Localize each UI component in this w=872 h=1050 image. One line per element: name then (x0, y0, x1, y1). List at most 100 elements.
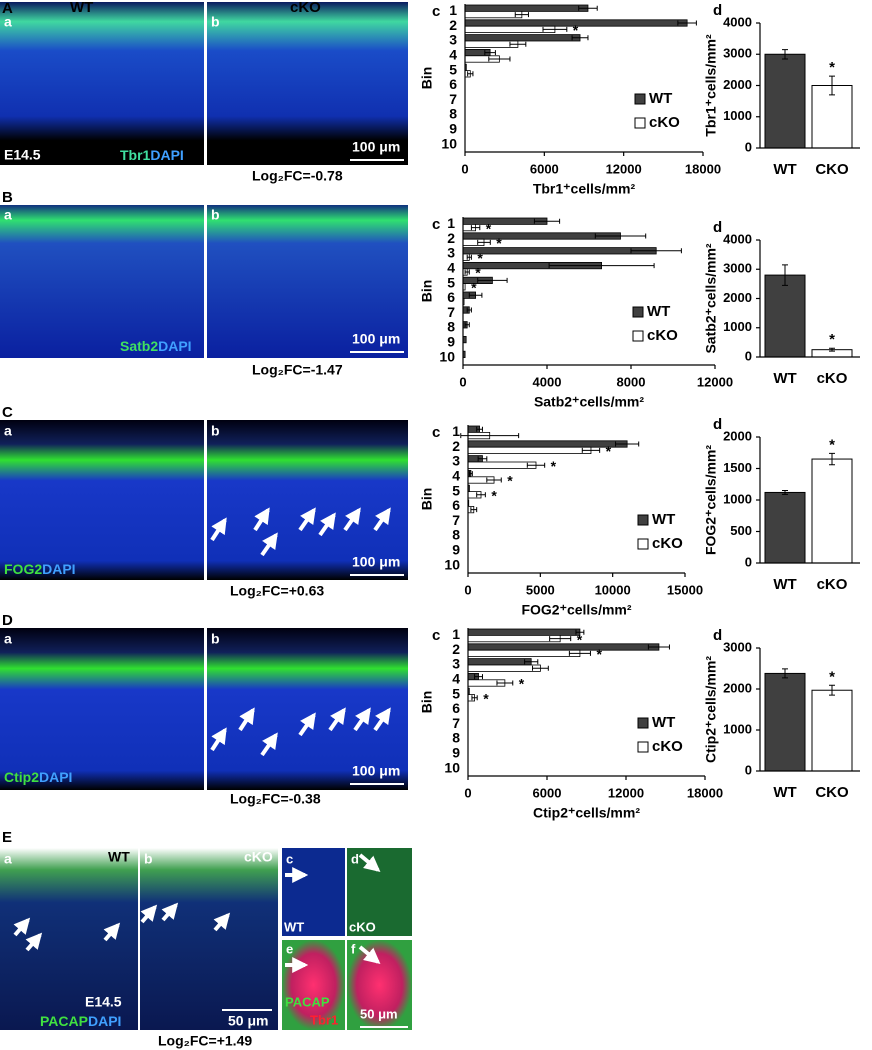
y-tick-label: 3000 (723, 639, 752, 654)
panel-label: d (713, 2, 722, 19)
y-tick-label: 7 (452, 512, 460, 528)
genotype: WT (70, 0, 93, 16)
sub-label: d (351, 851, 359, 866)
sub-label: a (4, 631, 12, 647)
panel-label: c (432, 424, 440, 441)
error-bar (524, 659, 539, 665)
panel-letter: A (2, 0, 13, 17)
significance: * (829, 59, 835, 76)
error-bar (615, 441, 640, 447)
y-tick-label: 2000 (723, 428, 752, 443)
x-tick-label: 12000 (606, 161, 642, 176)
bar (467, 664, 541, 672)
y-tick-label: 4 (449, 47, 457, 63)
x-tick-label: 15000 (667, 582, 703, 597)
counterstain: DAPI (88, 1013, 121, 1029)
error-bar (466, 307, 472, 313)
bar (764, 672, 806, 772)
y-tick-label: 9 (452, 745, 460, 761)
error-bar (464, 322, 470, 328)
genotype: cKO (244, 849, 273, 865)
error-bar (782, 668, 788, 679)
marker: PACAP (40, 1013, 88, 1029)
marker: Tbr1 (120, 147, 151, 163)
genotype: cKO (349, 919, 376, 934)
y-tick-label: 9 (452, 542, 460, 558)
y-tick-label: 0 (745, 554, 752, 569)
fold-change: Log₂FC=-0.78 (252, 168, 343, 184)
bar (464, 10, 523, 19)
y-tick-label: 8 (447, 319, 455, 335)
legend-label: cKO (647, 327, 678, 344)
x-tick-label: 0 (459, 374, 466, 389)
fold-change: Log₂FC=+0.63 (230, 583, 324, 599)
y-tick-label: 2 (452, 438, 460, 454)
legend-swatch (637, 717, 649, 729)
stain: PACAPDAPI (40, 1013, 121, 1029)
bar (467, 643, 660, 651)
y-axis-label: FOG2⁺cells/mm² (703, 445, 719, 555)
legend-label: WT (647, 303, 670, 320)
fold-change: Log₂FC=+1.49 (158, 1033, 252, 1049)
y-tick-label: 3 (447, 245, 455, 261)
y-tick-label: 9 (449, 121, 457, 137)
panel-b-images: B a b Satb2DAPI 100 μm Log₂FC=-1.47 (0, 189, 408, 378)
bar (764, 53, 806, 149)
error-bar (548, 263, 655, 269)
significance: * (491, 488, 497, 504)
error-bar (829, 684, 835, 696)
legend-label: cKO (652, 738, 683, 755)
micrograph (0, 2, 204, 165)
y-tick-label: 2000 (723, 290, 752, 305)
legend-label: cKO (652, 535, 683, 552)
fold-change: Log₂FC=-0.38 (230, 791, 321, 807)
y-tick-label: 10 (441, 135, 457, 151)
stain: Tbr1DAPI (120, 147, 184, 163)
y-tick-label: 9 (447, 334, 455, 350)
bar (811, 458, 853, 564)
error-bar (829, 452, 835, 466)
legend-label: WT (652, 511, 675, 528)
bar (464, 25, 556, 34)
y-tick-label: 7 (452, 715, 460, 731)
error-bar (477, 277, 508, 283)
legend-swatch (634, 93, 646, 105)
counterstain: DAPI (150, 147, 183, 163)
panel-label: c (432, 3, 440, 20)
bar (464, 34, 581, 42)
y-tick-label: 1000 (723, 319, 752, 334)
scale-label: 50 μm (360, 1006, 398, 1021)
sub-label: b (211, 631, 220, 647)
panel-letter: E (2, 829, 12, 846)
sub-label: a (4, 207, 12, 223)
y-tick-label: 6 (452, 497, 460, 513)
x-tick-label: WT (773, 161, 796, 178)
x-tick-label: cKO (817, 370, 848, 387)
x-tick-label: CKO (815, 161, 849, 178)
significance: * (477, 250, 483, 266)
y-tick-label: 3 (452, 656, 460, 672)
bar (811, 85, 853, 149)
y-tick-label: 0 (745, 139, 752, 154)
genotype: WT (108, 849, 130, 865)
y-tick-label: 2000 (723, 77, 752, 92)
y-tick-label: 0 (745, 762, 752, 777)
panel-label: d (713, 416, 722, 433)
error-bar (647, 644, 670, 650)
error-bar (470, 507, 478, 513)
error-bar (468, 292, 483, 298)
y-tick-label: 7 (449, 91, 457, 107)
x-tick-label: 0 (464, 785, 471, 800)
stage: E14.5 (85, 994, 122, 1010)
error-bar (486, 477, 502, 483)
error-bar (630, 248, 682, 254)
fold-change: Log₂FC=-1.47 (252, 362, 343, 378)
x-axis-label: Satb2⁺cells/mm² (534, 394, 644, 410)
arrows (13, 853, 381, 973)
significance: * (507, 473, 513, 489)
significance: * (483, 691, 489, 707)
bar (467, 658, 532, 666)
x-tick-label: 8000 (617, 374, 646, 389)
error-bar (466, 254, 472, 260)
x-tick-label: WT (773, 370, 796, 387)
